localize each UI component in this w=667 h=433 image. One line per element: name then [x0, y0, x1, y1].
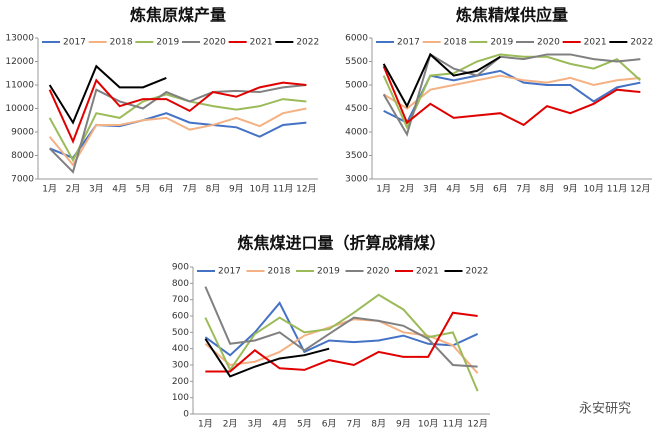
x-tick-label: 10月 — [583, 184, 603, 195]
y-tick-label: 8000 — [11, 151, 34, 161]
y-tick-label: 3000 — [345, 175, 368, 185]
x-tick-label: 1月 — [198, 419, 213, 430]
legend-label: 2021 — [250, 38, 273, 48]
y-tick-label: 900 — [172, 263, 189, 273]
x-tick-label: 4月 — [272, 419, 287, 430]
legend-label: 2017 — [218, 267, 241, 277]
series-line — [383, 74, 641, 110]
x-tick-label: 8月 — [371, 419, 386, 430]
y-tick-label: 7000 — [11, 175, 34, 185]
x-tick-label: 8月 — [206, 184, 221, 195]
x-tick-label: 6月 — [159, 184, 174, 195]
x-tick-label: 3月 — [89, 184, 104, 195]
series-line — [382, 52, 501, 109]
x-tick-label: 7月 — [516, 184, 531, 195]
x-tick-label: 12月 — [296, 184, 316, 195]
legend-label: 2021 — [416, 267, 439, 277]
legend-label: 2019 — [317, 267, 340, 277]
x-tick-label: 7月 — [347, 419, 362, 430]
legend-label: 2022 — [466, 267, 489, 277]
chart-title: 炼焦煤进口量（折算成精煤） — [237, 234, 445, 253]
legend-label: 2017 — [63, 38, 86, 48]
x-tick-label: 5月 — [136, 184, 151, 195]
legend-label: 2020 — [367, 267, 390, 277]
y-tick-label: 300 — [172, 361, 189, 371]
y-tick-label: 5000 — [345, 81, 368, 91]
x-tick-label: 6月 — [322, 419, 337, 430]
legend-label: 2021 — [584, 38, 607, 48]
series-line — [382, 53, 642, 130]
y-tick-label: 800 — [172, 279, 189, 289]
x-tick-label: 5月 — [470, 184, 485, 195]
x-tick-label: 2月 — [223, 419, 238, 430]
x-tick-label: 7月 — [182, 184, 197, 195]
x-tick-label: 1月 — [42, 184, 57, 195]
x-tick-label: 8月 — [540, 184, 555, 195]
legend-label: 2022 — [630, 38, 653, 48]
legend-label: 2019 — [156, 38, 179, 48]
x-tick-label: 3月 — [248, 419, 263, 430]
series-line — [382, 52, 641, 137]
x-tick-label: 10月 — [418, 419, 438, 430]
watermark: 永安研究 — [579, 402, 631, 417]
x-tick-label: 9月 — [229, 184, 244, 195]
y-tick-label: 600 — [172, 312, 189, 322]
x-tick-label: 4月 — [446, 184, 461, 195]
series-line — [48, 78, 307, 145]
legend-label: 2020 — [203, 38, 226, 48]
y-tick-label: 500 — [172, 328, 189, 338]
y-tick-label: 4000 — [345, 128, 368, 138]
legend-label: 2022 — [296, 38, 319, 48]
series-line — [48, 64, 167, 125]
series-line — [204, 286, 478, 368]
series-line — [205, 311, 478, 373]
x-tick-label: 2月 — [66, 184, 81, 195]
x-tick-label: 10月 — [249, 184, 269, 195]
y-tick-label: 11000 — [5, 81, 34, 91]
y-tick-label: 3500 — [345, 151, 368, 161]
series-line — [48, 84, 307, 174]
y-tick-label: 5500 — [345, 57, 368, 67]
x-tick-label: 4月 — [112, 184, 127, 195]
x-tick-label: 6月 — [493, 184, 508, 195]
series-line — [382, 65, 641, 127]
legend-label: 2019 — [490, 38, 513, 48]
legend-label: 2018 — [110, 38, 133, 48]
y-tick-label: 12000 — [5, 57, 34, 67]
x-tick-label: 12月 — [630, 184, 650, 195]
y-tick-label: 400 — [172, 344, 189, 354]
legend-label: 2020 — [537, 38, 560, 48]
x-tick-label: 11月 — [443, 419, 463, 430]
legend-label: 2017 — [397, 38, 420, 48]
x-tick-label: 5月 — [297, 419, 312, 430]
legend-label: 2018 — [268, 267, 291, 277]
series-line — [48, 93, 307, 163]
x-tick-label: 9月 — [396, 419, 411, 430]
x-tick-label: 11月 — [607, 184, 627, 195]
y-tick-label: 10000 — [5, 104, 34, 114]
y-tick-label: 100 — [172, 393, 189, 403]
y-tick-label: 6000 — [345, 34, 368, 44]
legend-label: 2018 — [444, 38, 467, 48]
chart-title: 炼焦精煤供应量 — [456, 6, 568, 25]
series-line — [204, 293, 479, 392]
y-tick-label: 4500 — [345, 104, 368, 114]
x-tick-label: 1月 — [376, 184, 391, 195]
series-line — [48, 107, 307, 167]
chart-title: 炼焦原煤产量 — [130, 6, 226, 25]
x-tick-label: 3月 — [423, 184, 438, 195]
y-tick-label: 700 — [172, 295, 189, 305]
x-tick-label: 2月 — [400, 184, 415, 195]
y-tick-label: 13000 — [5, 34, 34, 44]
y-tick-label: 9000 — [11, 128, 34, 138]
x-tick-label: 9月 — [563, 184, 578, 195]
x-tick-label: 11月 — [273, 184, 293, 195]
y-tick-label: 200 — [172, 377, 189, 387]
x-tick-label: 12月 — [467, 419, 487, 430]
y-tick-label: 0 — [183, 410, 189, 420]
series-line — [204, 338, 330, 378]
